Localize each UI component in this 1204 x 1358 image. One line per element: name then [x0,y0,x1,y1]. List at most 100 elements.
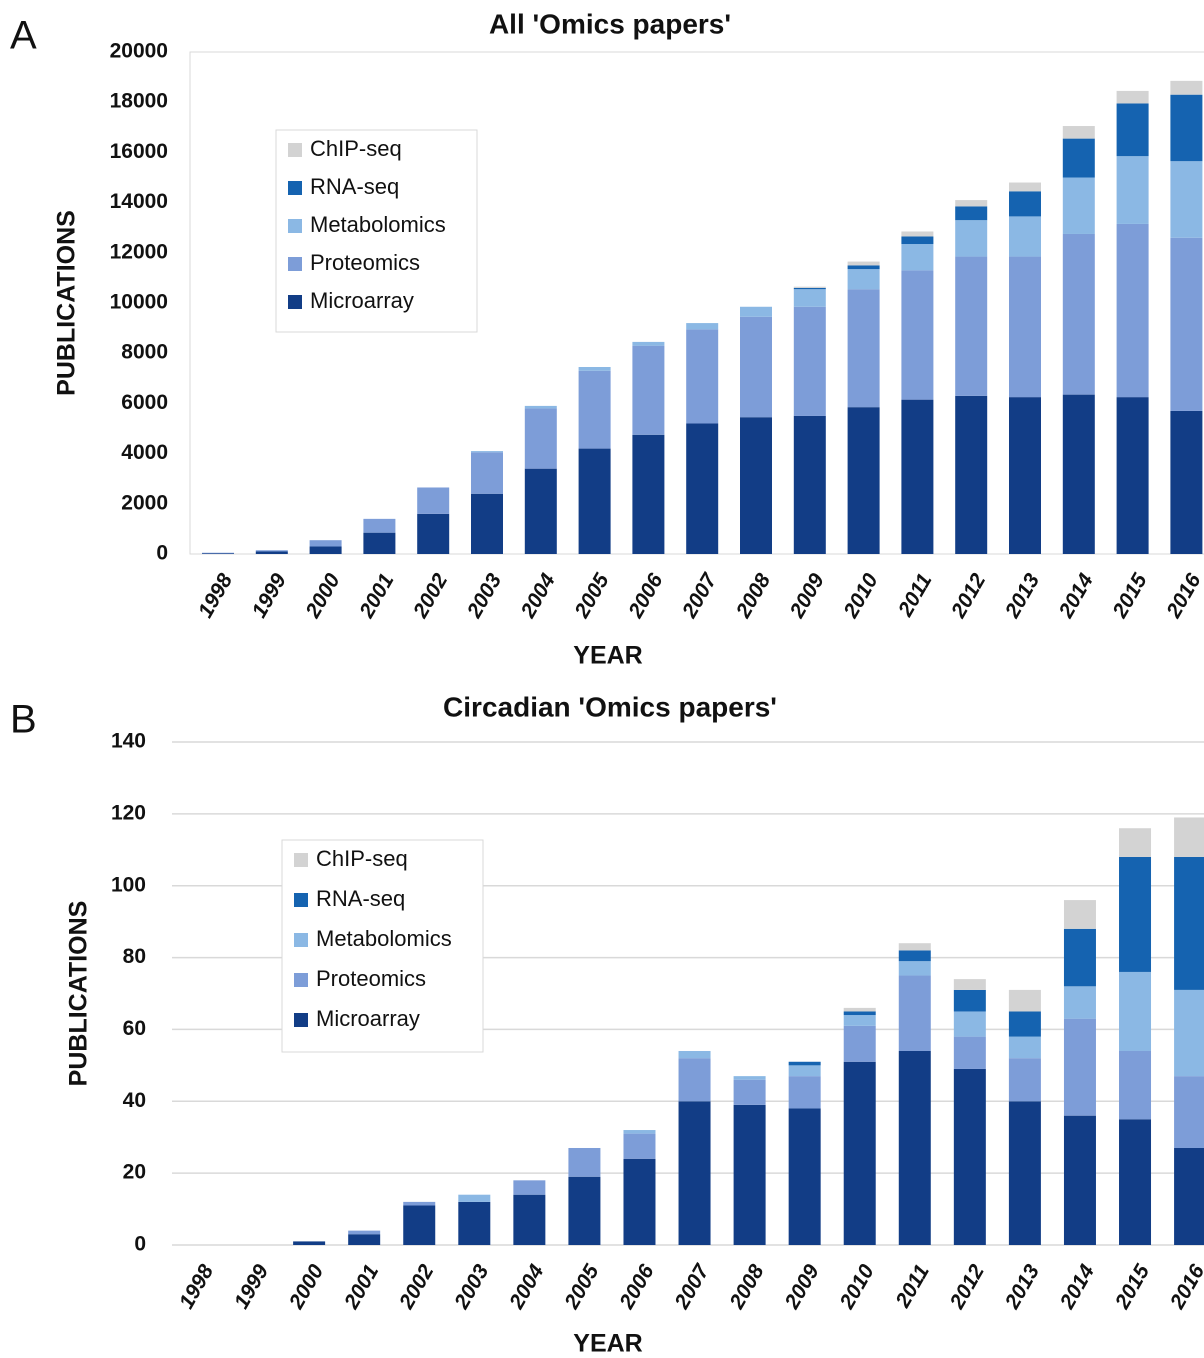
bar-segment [686,423,719,554]
bar-segment [1063,986,1096,1019]
x-tick-label: 2015 [1110,1260,1154,1313]
bar-segment [1062,138,1095,178]
bar-segment [733,1079,766,1105]
legend-swatch [294,933,308,947]
bar-segment [953,1068,986,1245]
chart-title: All 'Omics papers' [489,8,731,39]
bar-segment [678,1058,711,1102]
panel-label: B [10,698,37,742]
legend-label: Metabolomics [316,926,452,951]
bar-segment [348,1230,381,1235]
bar-segment [953,1036,986,1069]
y-tick-label: 100 [111,873,146,896]
bar-segment [678,1050,711,1059]
bar-segment [1116,223,1149,398]
y-tick-label: 10000 [110,291,168,314]
y-tick-label: 140 [111,730,146,753]
bar-segment [901,236,934,245]
bar-segment [955,206,988,221]
x-tick-label: 2012 [947,569,991,622]
bar-segment [843,1025,876,1062]
bar-segment [793,286,826,288]
legend-box [275,129,478,333]
bar-segment [202,553,234,554]
y-tick-label: 16000 [110,140,168,163]
bar-segment [843,1061,876,1245]
bar-segment [847,269,880,290]
bar-segment [632,434,665,554]
x-tick-label: 2016 [1165,1260,1204,1313]
x-tick-label: 2008 [725,1260,769,1313]
bar-segment [901,231,934,237]
legend-label: Microarray [316,1006,420,1031]
bar-segment [953,1011,986,1037]
x-tick-label: 2013 [1000,1260,1044,1313]
x-tick-label: 2005 [560,1260,604,1313]
bar-segment [1116,103,1149,157]
x-tick-label: 1999 [230,1260,273,1312]
y-tick-label: 12000 [110,240,168,263]
legend-swatch [294,893,308,907]
bar-segment [1170,161,1203,238]
bar-segment [955,200,988,207]
bar-segment [788,1065,821,1077]
bar-segment [1174,817,1204,857]
bar-segment [623,1130,656,1134]
x-tick-label: 2007 [670,1260,714,1314]
bar-segment [524,468,557,554]
bar-segment [1170,80,1203,95]
bar-segment [793,287,826,290]
bar-segment [1008,989,1041,1012]
bar-segment [1063,1115,1096,1245]
bar-segment [578,367,611,371]
legend-swatch [294,853,308,867]
bar-segment [417,487,450,514]
bar-segment [309,546,342,554]
y-tick-label: 80 [123,945,146,968]
x-axis-label: YEAR [573,1330,642,1358]
bar-segment [1174,856,1204,990]
bar-segment [843,1007,876,1012]
bar-segment [578,448,611,554]
y-tick-label: 40 [123,1089,146,1112]
bar-segment [403,1201,436,1206]
y-axis-label: PUBLICATIONS [65,901,93,1087]
bar-segment [1062,233,1095,395]
bar-segment [678,1101,711,1245]
x-tick-label: 2004 [516,569,560,622]
x-tick-label: 2014 [1055,1260,1099,1313]
bar-segment [898,975,931,1051]
bar-segment [847,407,880,554]
bar-segment [1119,971,1152,1051]
bar-segment [1119,828,1152,857]
x-tick-label: 2003 [462,569,506,622]
x-tick-label: 2002 [409,569,453,622]
x-tick-label: 2002 [395,1260,439,1313]
bar-segment [255,551,288,554]
x-tick-label: 2006 [615,1260,659,1313]
bar-segment [632,345,665,435]
x-tick-label: 2008 [731,569,775,622]
legend-label: RNA-seq [310,174,399,199]
bar-segment [898,1050,931,1245]
x-tick-label: 2000 [301,569,345,622]
x-tick-label: 2013 [1000,569,1044,622]
bar-segment [901,270,934,400]
x-tick-label: 2012 [945,1260,989,1313]
x-tick-label: 2015 [1108,569,1152,622]
bar-segment [1063,900,1096,929]
bar-segment [632,341,665,346]
bar-segment [202,552,234,554]
bar-segment [686,323,719,330]
bar-segment [953,979,986,990]
bar-segment [623,1158,656,1245]
bar-segment [293,1241,326,1245]
legend-swatch [288,219,302,233]
x-axis-label: YEAR [573,642,642,670]
y-axis-label: PUBLICATIONS [53,210,81,396]
bar-segment [458,1201,491,1245]
y-tick-label: 2000 [121,491,168,514]
bar-segment [1009,216,1041,257]
